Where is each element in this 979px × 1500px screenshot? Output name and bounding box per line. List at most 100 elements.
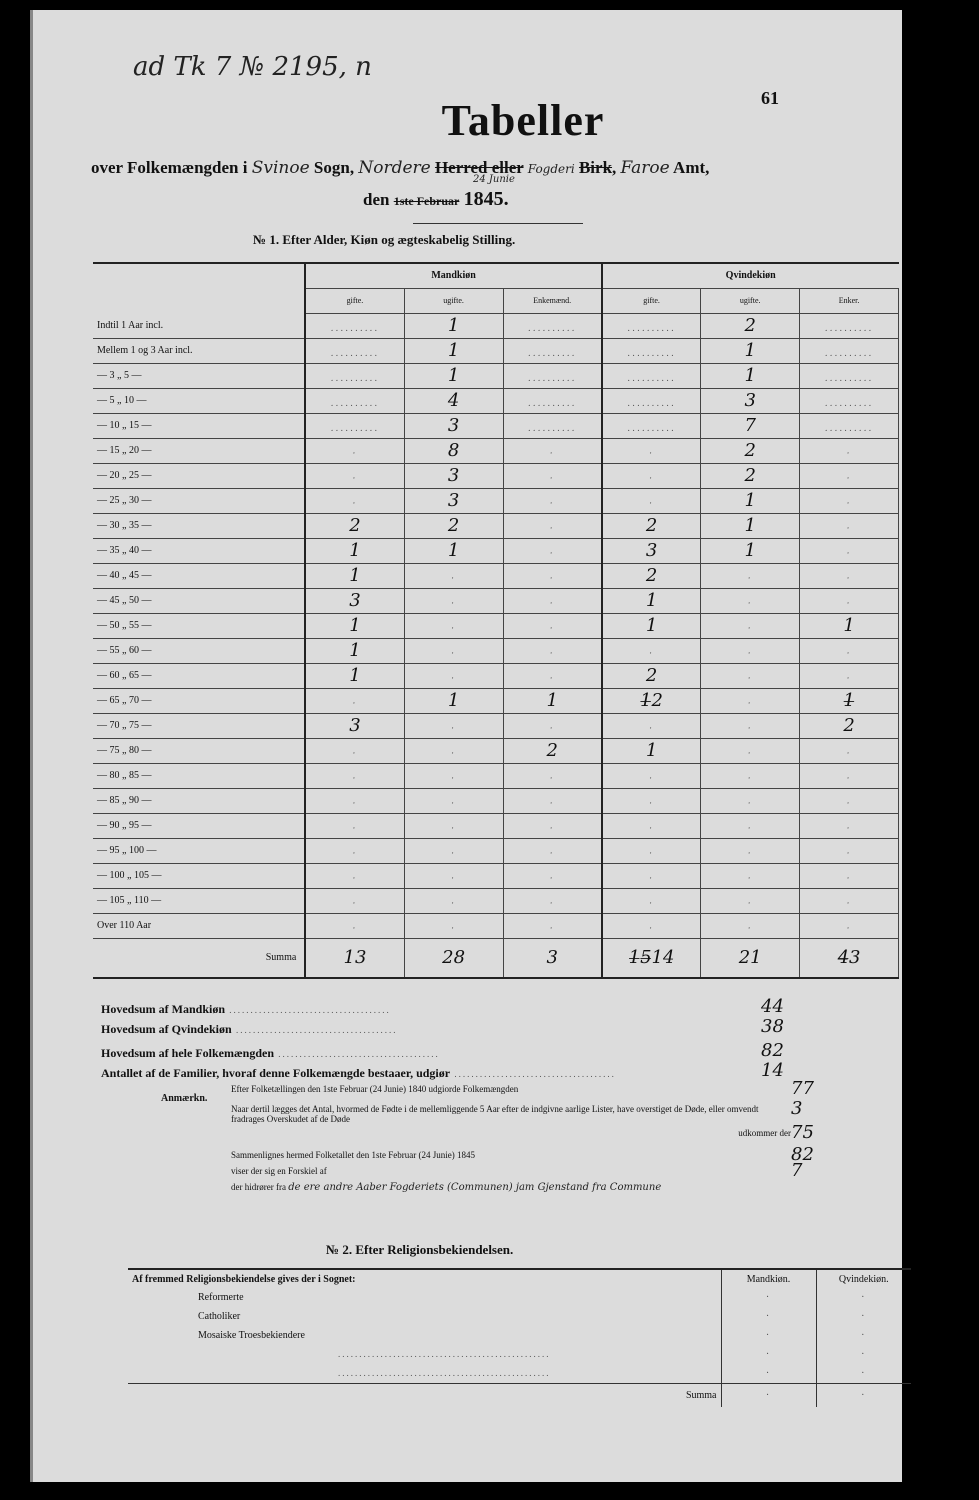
- empty-mark: ·: [747, 749, 753, 759]
- empty-mark: ·: [451, 899, 457, 909]
- summa-cell: 4̶3: [799, 938, 899, 979]
- remark-value: 3: [791, 1098, 803, 1119]
- summa-cell: 13: [305, 938, 405, 979]
- empty-mark: ..........: [627, 424, 676, 434]
- table-row: — 25 „ 30 — · 3 · · 1 ·: [93, 488, 899, 514]
- page-title: Tabeller: [441, 96, 605, 145]
- count-cell: ·: [700, 813, 801, 839]
- empty-mark: ·: [549, 574, 555, 584]
- empty-mark: ..........: [527, 349, 577, 359]
- remarks-heading: Anmærkn.: [161, 1093, 208, 1104]
- group-header-male: Mandkiøn: [305, 263, 603, 289]
- count-cell: 3: [404, 488, 504, 514]
- count-cell: 1: [305, 538, 405, 564]
- count-cell: 8: [404, 438, 504, 464]
- remark-text: Naar dertil lægges det Antal, hvormed de…: [231, 1104, 759, 1124]
- count-cell: ·: [305, 688, 405, 714]
- religion-row: Reformerte · ·: [128, 1288, 911, 1307]
- remark-line: Naar dertil lægges det Antal, hvormed de…: [231, 1098, 802, 1124]
- count-cell: ·: [404, 788, 504, 814]
- column-header: ugifte.: [700, 288, 801, 314]
- count-cell: 1: [601, 738, 702, 764]
- count-cell: ..........: [799, 313, 899, 339]
- empty-mark: ..........: [627, 374, 676, 384]
- total-label: Hovedsum af Mandkiøn: [101, 1002, 226, 1016]
- empty-mark: ·: [352, 749, 358, 759]
- count-cell: ·: [799, 788, 899, 814]
- count-cell: 2: [700, 463, 801, 489]
- empty-mark: ·: [846, 499, 852, 509]
- age-label: — 90 „ 95 —: [93, 813, 307, 839]
- count-cell: ·: [601, 913, 702, 939]
- remark-text: der hidrører fra: [231, 1182, 286, 1192]
- count-cell: ·: [503, 913, 603, 939]
- column-header: ugifte.: [404, 288, 504, 314]
- empty-mark: ..........: [824, 424, 874, 434]
- empty-mark: ·: [549, 724, 555, 734]
- count-cell: ·: [799, 538, 899, 564]
- empty-mark: ·: [352, 449, 358, 459]
- count-cell: ·: [404, 913, 504, 939]
- table-row: Indtil 1 Aar incl........... 1...........…: [93, 313, 899, 339]
- table-row: — 35 „ 40 —1 1 · 3 1 ·: [93, 538, 899, 564]
- count-cell: ·: [404, 588, 504, 614]
- count-cell: ·: [700, 838, 801, 864]
- count-cell: 1: [799, 613, 899, 639]
- table-row: — 70 „ 75 —3 · · · · 2: [93, 713, 899, 739]
- empty-mark: ·: [747, 574, 753, 584]
- empty-mark: ·: [451, 849, 457, 859]
- empty-mark: ·: [747, 674, 753, 684]
- table-row: — 100 „ 105 — · · · · · ·: [93, 863, 899, 889]
- remark-line: viser der sig en Forskiel af 7: [231, 1160, 802, 1181]
- table-row: Over 110 Aar · · · · · ·: [93, 913, 899, 939]
- count-cell: ·: [700, 563, 801, 589]
- count-cell: ·: [404, 838, 504, 864]
- count-cell: 2: [700, 313, 801, 339]
- age-label: Over 110 Aar: [93, 913, 307, 939]
- count-cell: 1: [305, 663, 405, 689]
- count-cell: ·: [305, 463, 405, 489]
- empty-mark: ..........: [527, 324, 577, 334]
- count-cell: ..........: [503, 388, 603, 414]
- empty-mark: ·: [352, 874, 358, 884]
- count-cell: 3: [601, 538, 702, 564]
- count-cell: 1: [305, 638, 405, 664]
- count-cell: 1: [503, 688, 603, 714]
- count-cell: ·: [601, 488, 702, 514]
- count-cell: 2: [503, 738, 603, 764]
- age-label: — 95 „ 100 —: [93, 838, 307, 864]
- count-cell: ·: [404, 763, 504, 789]
- empty-mark: ..........: [824, 349, 874, 359]
- empty-mark: ·: [451, 674, 457, 684]
- empty-mark: ·: [846, 849, 852, 859]
- table-row: — 45 „ 50 —3 · · 1 · ·: [93, 588, 899, 614]
- table-row: — 55 „ 60 —1 · · · · ·: [93, 638, 899, 664]
- count-cell: ·: [404, 738, 504, 764]
- table-row: — 20 „ 25 — · 3 · · 2 ·: [93, 463, 899, 489]
- empty-mark: ·: [649, 899, 654, 909]
- empty-mark: ·: [747, 599, 753, 609]
- count-cell: ·: [503, 613, 603, 639]
- empty-mark: ·: [352, 849, 358, 859]
- table-row: — 3 „ 5 —.......... 1....................…: [93, 363, 899, 389]
- count-cell: ..........: [503, 338, 603, 364]
- remark-value: 75: [791, 1122, 814, 1143]
- count-cell: ·: [799, 513, 899, 539]
- count-cell: 1: [700, 488, 801, 514]
- count-cell: 1: [305, 613, 405, 639]
- remark-text: Efter Folketællingen den 1ste Februar (2…: [231, 1084, 519, 1094]
- sogn-label: Sogn,: [313, 158, 355, 177]
- empty-mark: ·: [649, 799, 654, 809]
- religion-row: Mosaiske Troesbekiendere · ·: [128, 1326, 911, 1345]
- count-cell: ·: [799, 488, 899, 514]
- empty-mark: ·: [649, 449, 654, 459]
- count-cell: ·: [503, 838, 603, 864]
- empty-mark: ·: [846, 549, 852, 559]
- count-cell: ·: [305, 788, 405, 814]
- table-row: — 30 „ 35 —2 2 · 2 1 ·: [93, 513, 899, 539]
- empty-mark: ..........: [330, 374, 380, 384]
- parish-name: Svinoe: [251, 158, 310, 178]
- male-cell: ·: [720, 1288, 816, 1307]
- group-header-female: Qvindekiøn: [601, 263, 899, 289]
- empty-mark: ·: [352, 924, 358, 934]
